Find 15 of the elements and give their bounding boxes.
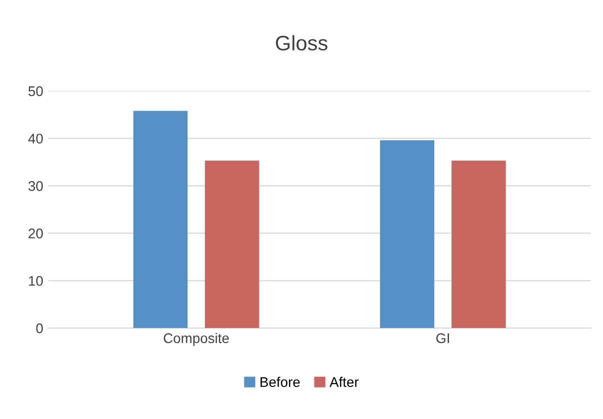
legend-label: After: [330, 376, 359, 387]
bar: [133, 110, 188, 328]
legend-label: Before: [260, 376, 300, 387]
y-tick-label: 20: [28, 228, 43, 238]
bar: [380, 140, 434, 328]
x-tick-label: Composite: [164, 332, 229, 346]
chart-title: Gloss: [276, 35, 328, 50]
bar: [452, 160, 506, 328]
bar: [204, 160, 260, 328]
y-tick-label: 30: [28, 181, 43, 191]
y-tick-label: 50: [28, 86, 43, 96]
y-tick-label: 40: [28, 134, 43, 144]
x-tick-label: GI: [436, 333, 449, 344]
y-tick-label: 0: [36, 323, 43, 334]
y-tick-label: 10: [28, 276, 43, 286]
